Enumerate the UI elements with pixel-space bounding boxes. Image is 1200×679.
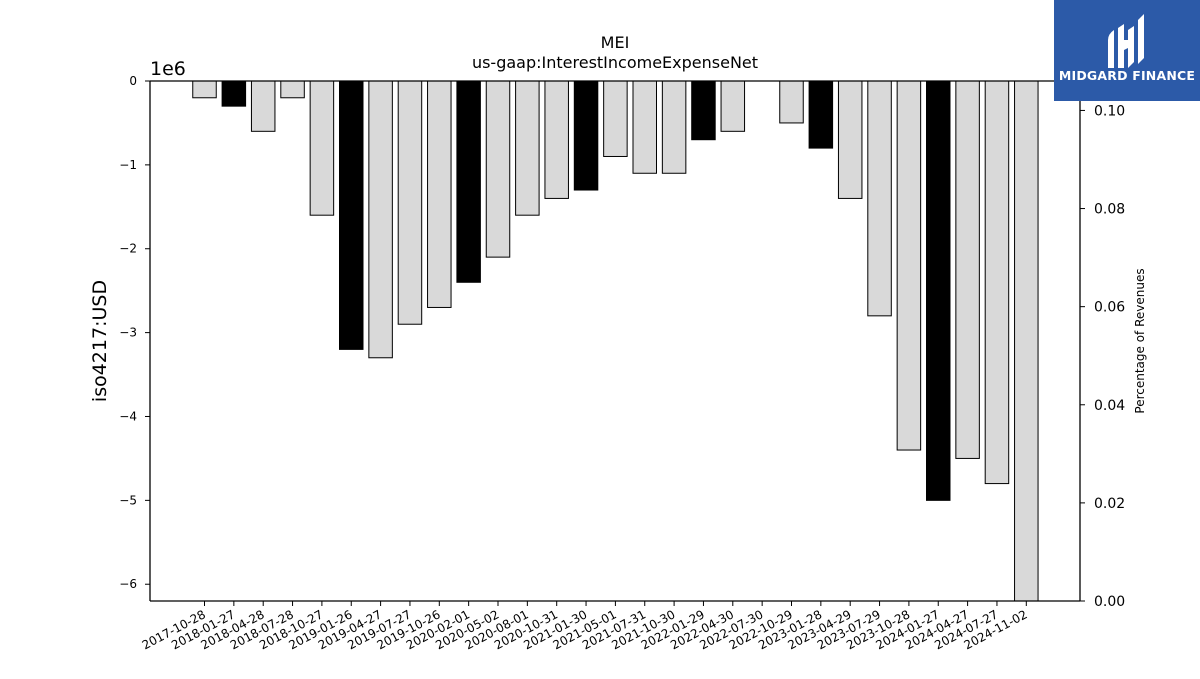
y2-tick-label: 0.06 — [1094, 300, 1125, 316]
midgard-finance-logo: MIDGARD FINANCE — [1054, 0, 1200, 101]
bar — [896, 80, 922, 451]
bar — [250, 80, 276, 132]
bar — [955, 80, 980, 459]
y-tick-label: −1 — [119, 158, 137, 172]
bar — [280, 80, 305, 99]
y-tick-label: −6 — [119, 577, 137, 591]
y2-tick-label: 0.10 — [1094, 103, 1125, 119]
y-tick-label: −3 — [119, 326, 137, 340]
bar — [427, 80, 452, 308]
bar — [808, 80, 834, 149]
y-tick-label: −4 — [119, 409, 137, 423]
bar — [339, 80, 364, 350]
bar — [632, 80, 657, 174]
bar — [720, 80, 746, 132]
y2-tick-label: 0.04 — [1094, 398, 1125, 414]
y-axis-label: iso4217:USD — [89, 280, 111, 402]
y2-tick-label: 0.02 — [1094, 496, 1125, 512]
y-offset-label: 1e6 — [150, 58, 186, 80]
chart-title: MEI — [601, 33, 630, 52]
bar — [926, 80, 951, 501]
logo-mark-icon — [1108, 14, 1144, 68]
bar — [573, 80, 599, 191]
y2-tick-label: 0.08 — [1094, 202, 1125, 218]
bar — [192, 80, 217, 99]
bar — [867, 80, 892, 317]
bar — [603, 80, 628, 157]
bars-layer — [192, 80, 1039, 602]
bar — [984, 80, 1010, 485]
logo-text: MIDGARD FINANCE — [1058, 68, 1196, 83]
bar — [309, 80, 335, 216]
y-tick-label: −2 — [119, 242, 137, 256]
chart-subtitle: us-gaap:InterestIncomeExpenseNet — [472, 53, 758, 72]
bar — [485, 80, 511, 258]
y-tick-label: 0 — [129, 74, 137, 88]
y-tick-label: −5 — [119, 493, 137, 507]
bar — [368, 80, 393, 359]
y2-tick-label: 0.00 — [1094, 594, 1125, 610]
bar — [1014, 80, 1039, 602]
bar — [661, 80, 687, 174]
y2-axis-label: Percentage of Revenues — [1133, 268, 1147, 413]
bar — [779, 80, 804, 124]
bar — [691, 80, 716, 141]
bar — [221, 80, 247, 107]
bar — [456, 80, 481, 283]
bar — [515, 80, 540, 216]
bar — [544, 80, 569, 199]
bar — [837, 80, 863, 199]
bar — [397, 80, 423, 325]
